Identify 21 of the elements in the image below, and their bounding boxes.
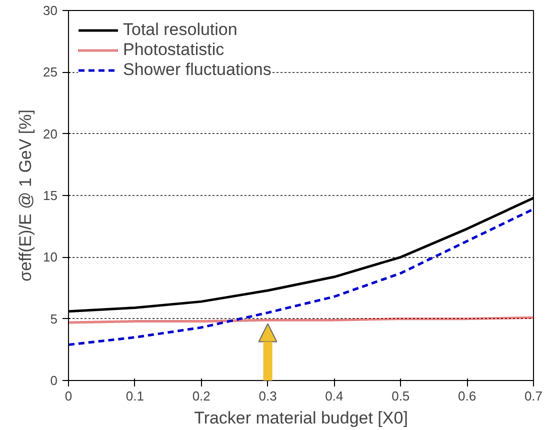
y-tick-label: 5 — [50, 311, 58, 326]
line-series — [68, 208, 534, 346]
y-tick-label: 30 — [43, 3, 58, 18]
legend-label: Photostatistic — [123, 40, 224, 60]
y-tick-label: 0 — [50, 373, 58, 388]
x-tick-label: 0.3 — [258, 388, 277, 404]
legend-label: Total resolution — [123, 20, 238, 40]
legend-label: Shower fluctuations — [123, 60, 272, 80]
y-tick-label: 15 — [43, 188, 58, 203]
x-tick-label: 0.6 — [458, 388, 476, 404]
y-axis-title: σeff(E)/E @ 1 GeV [%] — [16, 109, 36, 282]
y-tick-label: 10 — [43, 250, 58, 265]
x-tick-label: 0.2 — [192, 388, 210, 404]
x-tick-label: 0.5 — [392, 388, 410, 404]
x-tick-label: 0.1 — [126, 388, 144, 404]
x-tick-label: 0 — [64, 388, 72, 404]
x-tick-label: 0.7 — [524, 388, 543, 404]
x-tick-label: 0.4 — [325, 388, 344, 404]
y-tick-label: 20 — [43, 126, 58, 142]
y-tick-label: 25 — [43, 64, 58, 80]
x-axis-title: Tracker material budget [X0] — [194, 408, 408, 428]
